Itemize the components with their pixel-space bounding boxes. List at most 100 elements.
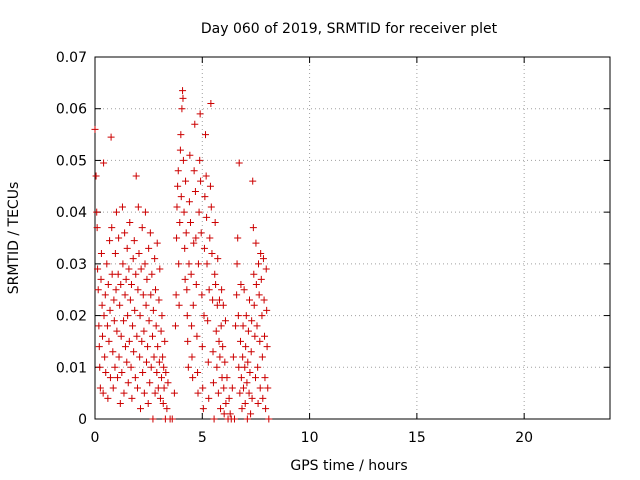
data-point bbox=[255, 260, 263, 268]
data-point bbox=[186, 218, 194, 226]
data-point bbox=[106, 237, 114, 245]
data-point bbox=[122, 275, 130, 283]
data-point bbox=[236, 389, 244, 397]
data-point bbox=[250, 270, 258, 278]
data-point bbox=[234, 312, 242, 320]
data-point bbox=[204, 358, 212, 366]
data-point bbox=[156, 265, 164, 273]
y-tick-label: 0.01 bbox=[56, 360, 87, 376]
data-point bbox=[97, 250, 105, 258]
data-point bbox=[262, 405, 270, 413]
data-point bbox=[181, 244, 189, 252]
data-point bbox=[241, 399, 249, 407]
data-point bbox=[182, 177, 190, 185]
data-point bbox=[124, 379, 132, 387]
data-point bbox=[132, 270, 140, 278]
data-point bbox=[221, 317, 229, 325]
data-point bbox=[150, 353, 158, 361]
data-point bbox=[108, 224, 116, 232]
data-point bbox=[94, 265, 102, 273]
data-point bbox=[204, 317, 212, 325]
data-point bbox=[151, 255, 159, 263]
data-point bbox=[195, 208, 203, 216]
data-point bbox=[220, 410, 228, 418]
x-tick-label: 20 bbox=[515, 430, 533, 446]
data-point bbox=[139, 368, 147, 376]
data-point bbox=[205, 394, 213, 402]
data-point bbox=[103, 322, 111, 330]
data-point bbox=[159, 353, 167, 361]
data-point bbox=[209, 348, 217, 356]
data-point bbox=[194, 368, 202, 376]
data-point bbox=[252, 239, 260, 247]
data-point bbox=[221, 358, 229, 366]
data-point bbox=[242, 312, 250, 320]
data-point bbox=[236, 337, 244, 345]
y-axis-label: SRMTID / TECUs bbox=[6, 182, 22, 295]
data-point bbox=[120, 389, 128, 397]
data-point bbox=[127, 281, 135, 289]
data-point bbox=[247, 410, 255, 418]
data-point bbox=[206, 234, 214, 242]
data-point bbox=[244, 358, 252, 366]
data-point bbox=[142, 301, 150, 309]
data-point bbox=[173, 234, 181, 242]
data-point bbox=[182, 229, 190, 237]
data-point bbox=[112, 286, 120, 294]
data-point bbox=[121, 229, 129, 237]
data-point bbox=[153, 239, 161, 247]
data-point bbox=[243, 415, 251, 423]
data-point bbox=[235, 363, 243, 371]
data-point bbox=[192, 281, 200, 289]
data-point bbox=[145, 317, 153, 325]
data-point bbox=[198, 343, 206, 351]
data-point bbox=[123, 244, 131, 252]
data-point bbox=[192, 234, 200, 242]
data-point bbox=[171, 322, 179, 330]
data-point bbox=[184, 337, 192, 345]
data-point bbox=[162, 368, 170, 376]
data-point bbox=[107, 133, 115, 141]
data-point bbox=[159, 399, 167, 407]
data-point bbox=[256, 384, 264, 392]
data-point bbox=[190, 167, 198, 175]
data-point bbox=[99, 389, 107, 397]
data-point bbox=[206, 182, 214, 190]
data-point bbox=[191, 120, 199, 128]
data-point bbox=[244, 327, 252, 335]
y-tick-label: 0.07 bbox=[56, 50, 87, 66]
data-point bbox=[207, 100, 215, 108]
data-point bbox=[120, 317, 128, 325]
data-point bbox=[210, 415, 218, 423]
data-point bbox=[191, 187, 199, 195]
data-point bbox=[242, 343, 250, 351]
data-point bbox=[132, 172, 140, 180]
data-point bbox=[225, 394, 233, 402]
data-point bbox=[184, 363, 192, 371]
data-point bbox=[100, 159, 108, 167]
data-point bbox=[126, 296, 134, 304]
data-point bbox=[109, 384, 117, 392]
data-point bbox=[102, 368, 110, 376]
data-point bbox=[177, 193, 185, 201]
data-point bbox=[113, 327, 121, 335]
data-point bbox=[129, 255, 137, 263]
data-point bbox=[130, 237, 138, 245]
data-point bbox=[158, 312, 166, 320]
data-point bbox=[228, 384, 236, 392]
data-point bbox=[254, 363, 262, 371]
data-point bbox=[133, 332, 141, 340]
data-point bbox=[255, 291, 263, 299]
data-point bbox=[106, 374, 114, 382]
data-point bbox=[143, 358, 150, 366]
data-point bbox=[144, 343, 152, 351]
data-point bbox=[211, 270, 219, 278]
data-point bbox=[91, 125, 99, 133]
data-point bbox=[95, 343, 103, 351]
data-point bbox=[144, 399, 152, 407]
data-point bbox=[216, 353, 224, 361]
data-point bbox=[199, 405, 207, 413]
data-point bbox=[154, 343, 162, 351]
data-point bbox=[138, 224, 146, 232]
